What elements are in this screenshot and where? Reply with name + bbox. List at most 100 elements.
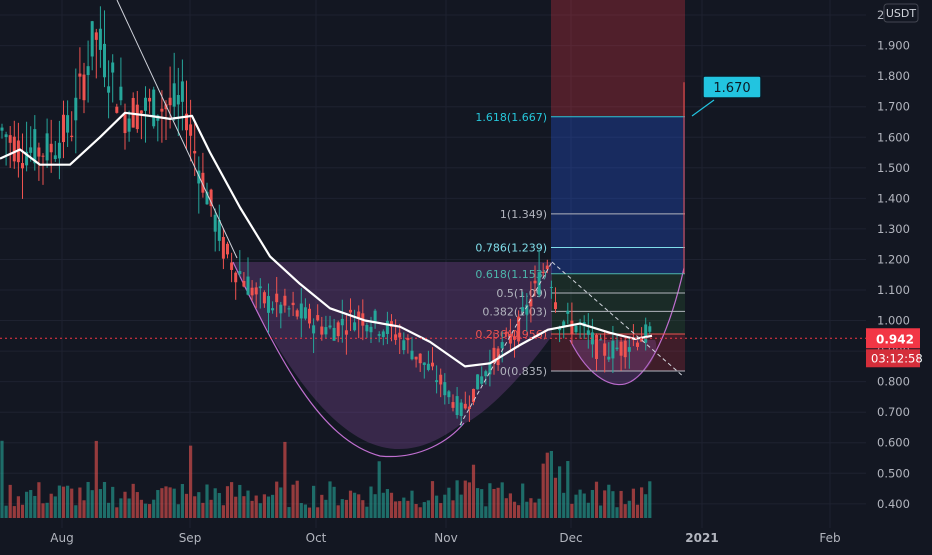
candle-body (37, 147, 41, 157)
fib-label: 0.786(1.239) (475, 242, 547, 255)
candle-body (504, 331, 508, 334)
candle-body (62, 114, 65, 143)
candle-body (513, 336, 516, 340)
volume-bar (340, 499, 344, 518)
candle-body (49, 143, 53, 153)
y-tick-label: 0.700 (877, 405, 910, 419)
volume-bar (488, 483, 492, 518)
target-callout[interactable]: 1.670 (691, 75, 762, 117)
x-tick-label: Sep (179, 531, 202, 545)
volume-bar (599, 505, 603, 518)
candle-body (488, 362, 492, 375)
candle-body (545, 265, 549, 270)
candle-body (295, 310, 299, 317)
candle-body (230, 262, 234, 270)
candle-body (21, 163, 24, 169)
volume-bar (0, 440, 4, 518)
trend-lines (116, 0, 685, 426)
candle-body (349, 309, 352, 313)
candle-body (25, 151, 29, 166)
volume-bar (49, 493, 53, 518)
volume-bar (201, 502, 205, 518)
volume-bar (394, 501, 398, 518)
volume-bar (266, 496, 271, 518)
volume-bar (279, 487, 283, 518)
candle-body (377, 334, 381, 336)
candle-body (250, 287, 254, 296)
candle-body (57, 142, 61, 159)
y-tick-label: 1.300 (877, 222, 910, 236)
candle-body (595, 335, 598, 359)
candle-body (172, 83, 176, 107)
candle-body (217, 220, 221, 241)
callout-value: 1.670 (713, 81, 750, 96)
volume-bar (90, 490, 94, 518)
volume-bar (644, 494, 648, 518)
volume-bar (517, 505, 521, 518)
callout-box (702, 75, 762, 99)
x-tick-label: Aug (50, 531, 73, 545)
volume-bar (164, 486, 168, 518)
volume-bar (631, 488, 635, 518)
candle-body (459, 402, 463, 416)
candle-body (353, 322, 357, 331)
volume-bar (545, 452, 549, 518)
candle-body (33, 129, 37, 164)
countdown-tag (866, 349, 920, 368)
x-tick-label: Dec (559, 531, 582, 545)
volume-bar (508, 493, 512, 518)
x-tick-label: Oct (306, 531, 327, 545)
volume-bar (480, 489, 484, 518)
y-tick-label: 0.600 (877, 436, 910, 450)
volume-bar (447, 487, 451, 518)
candle-body (127, 118, 131, 132)
volume-bar (607, 484, 611, 518)
candle-body (205, 191, 209, 205)
candle-body (312, 325, 316, 334)
candle-body (508, 333, 512, 344)
candle-body (238, 271, 242, 275)
volume-bar (623, 504, 627, 518)
candle-body (12, 136, 16, 162)
candle-body (74, 97, 78, 121)
volume-bar (496, 487, 500, 518)
candle-body (381, 331, 385, 338)
candle-body (344, 330, 348, 335)
candle-body (213, 214, 217, 232)
volume-bar (135, 492, 139, 518)
candle-body (410, 350, 414, 360)
volume-bar (377, 461, 381, 518)
volume-bar (184, 493, 189, 518)
volume-bar (619, 490, 623, 518)
candle-body (201, 172, 205, 193)
candle-body (537, 272, 541, 295)
candle-body (615, 347, 619, 350)
price-axis[interactable]: 2 1.900 1.800 1.700 1.600 1.500 1.400 1.300 1.20… (866, 0, 932, 550)
moving-average (0, 111, 653, 368)
candle-body (455, 396, 459, 416)
volume-bar (291, 484, 295, 518)
volume-bar (29, 490, 33, 518)
candle-body (53, 155, 57, 160)
volume-bar (414, 504, 418, 518)
volume-bar (258, 503, 262, 518)
volume-bar (594, 481, 599, 518)
y-tick-label: 1.800 (877, 69, 910, 83)
volume-bar (102, 481, 107, 518)
ma-line (0, 111, 653, 368)
candle-body (623, 340, 627, 358)
volume-bar (33, 495, 37, 518)
time-axis[interactable]: Aug Sep Oct Nov Dec 2021 Feb (0, 528, 866, 550)
candle-body (291, 302, 295, 306)
volume-bar (53, 496, 57, 518)
candle-body (4, 134, 8, 138)
volume-bar (98, 489, 102, 518)
volume-bar (131, 483, 135, 518)
volume-bar (471, 464, 476, 518)
volume-bar (295, 480, 299, 518)
volume-bar (451, 500, 455, 518)
volume-bar (389, 492, 394, 518)
candle-body (435, 380, 439, 383)
candle-body (279, 304, 283, 314)
